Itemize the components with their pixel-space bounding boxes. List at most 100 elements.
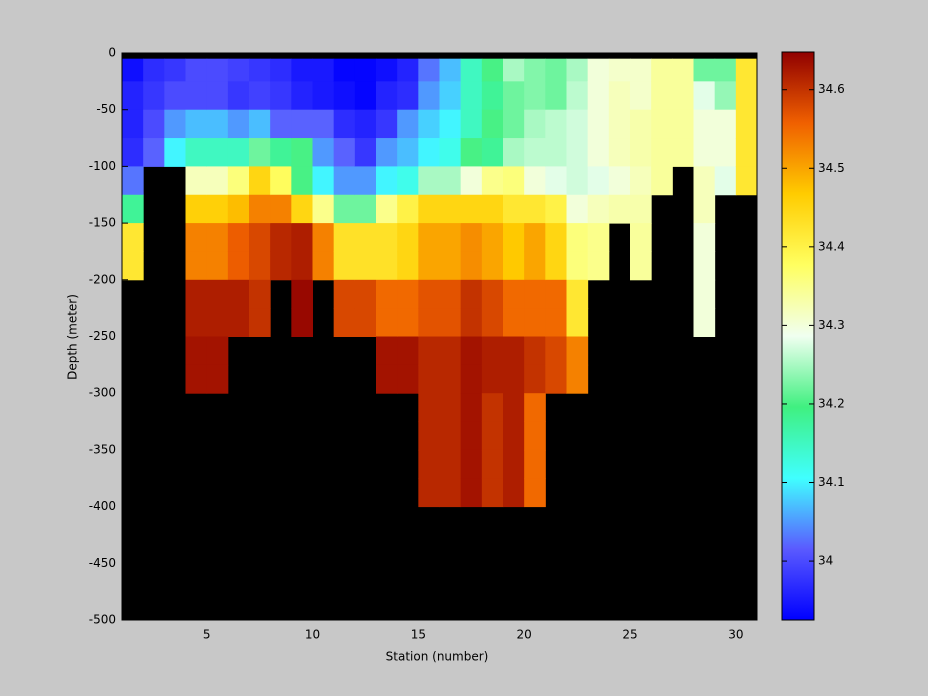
heat-cell (566, 336, 589, 366)
heat-cell (587, 223, 610, 252)
heat-cell (439, 364, 462, 394)
heat-cell (122, 138, 144, 167)
heat-cell (481, 393, 504, 423)
heat-cell (545, 223, 567, 252)
heat-cell (122, 58, 144, 82)
heat-cell (185, 336, 208, 366)
heat-cell (503, 449, 525, 479)
heat-cell (291, 58, 313, 82)
heat-cell (270, 138, 292, 167)
heat-cell (693, 279, 716, 309)
heat-cell (651, 166, 673, 196)
heat-cell (418, 393, 440, 423)
heat-cell (164, 81, 186, 111)
heat-cell (714, 166, 737, 196)
heat-cell (630, 166, 652, 196)
heat-cell (439, 279, 462, 309)
heat-cell (333, 166, 356, 196)
heat-cell (503, 223, 525, 252)
y-tick-label: -250 (89, 329, 116, 343)
heat-cell (503, 364, 525, 394)
heat-cell (206, 194, 229, 224)
heat-cell (566, 166, 589, 196)
y-tick-label: -200 (89, 272, 116, 286)
heat-cell (460, 58, 483, 82)
heat-cell (206, 58, 229, 82)
heat-cell (439, 393, 462, 423)
heat-cell (693, 109, 716, 139)
heat-cell (270, 223, 292, 252)
heat-cell (460, 194, 483, 224)
heat-cell (735, 58, 758, 82)
heat-cell (587, 109, 610, 139)
heat-cell (693, 223, 716, 252)
heat-cell (524, 308, 546, 337)
heat-cell (249, 109, 271, 139)
heat-cell (312, 138, 335, 167)
heat-cell (418, 364, 440, 394)
heat-cell (460, 336, 483, 366)
heat-cell (312, 166, 335, 196)
heat-cell (376, 308, 398, 337)
heat-cell (608, 81, 631, 111)
heat-cell (291, 308, 313, 337)
heat-cell (270, 81, 292, 111)
heat-cell (333, 138, 356, 167)
heat-cell (122, 194, 144, 224)
heat-cell (524, 279, 546, 309)
heat-cell (545, 81, 567, 111)
heat-cell (439, 138, 462, 167)
heat-cell (418, 449, 440, 479)
heat-cell (122, 166, 144, 196)
heat-cell (587, 194, 610, 224)
heat-cell (566, 308, 589, 337)
heat-cell (651, 138, 673, 167)
heat-cell (545, 279, 567, 309)
heat-cell (270, 194, 292, 224)
heat-cell (206, 138, 229, 167)
heat-cell (693, 58, 716, 82)
heat-cell (566, 223, 589, 252)
heat-cell (608, 58, 631, 82)
heat-cell (693, 194, 716, 224)
heat-cell (206, 251, 229, 281)
heat-cell (460, 81, 483, 111)
heat-cell (227, 194, 250, 224)
heat-cell (460, 364, 483, 394)
heat-cell (354, 58, 377, 82)
heat-cell (185, 308, 208, 337)
heat-cell (418, 138, 440, 167)
heat-cell (503, 336, 525, 366)
heat-cell (249, 166, 271, 196)
heat-cell (354, 308, 377, 337)
heat-cell (164, 138, 186, 167)
heat-cell (439, 81, 462, 111)
heat-cell (481, 279, 504, 309)
heat-cell (206, 279, 229, 309)
heat-cell (122, 251, 144, 281)
x-tick-label: 30 (728, 628, 743, 642)
heat-cell (524, 194, 546, 224)
y-tick-label: 0 (108, 46, 116, 60)
colorbar-tick-label: 34.2 (818, 396, 845, 410)
heat-cell (503, 166, 525, 196)
heat-cell (185, 279, 208, 309)
heat-cell (545, 336, 567, 366)
heat-cell (249, 138, 271, 167)
heat-cell (333, 223, 356, 252)
heat-cell (270, 251, 292, 281)
heat-cell (206, 364, 229, 394)
heat-cell (439, 478, 462, 508)
heat-cell (503, 194, 525, 224)
heat-cell (376, 279, 398, 309)
heat-cell (481, 194, 504, 224)
heat-cell (376, 166, 398, 196)
heat-cell (439, 194, 462, 224)
heat-cell (608, 166, 631, 196)
heat-cell (397, 364, 419, 394)
heat-cell (249, 308, 271, 337)
heat-cell (524, 251, 546, 281)
heat-cell (651, 81, 673, 111)
heat-cell (481, 449, 504, 479)
